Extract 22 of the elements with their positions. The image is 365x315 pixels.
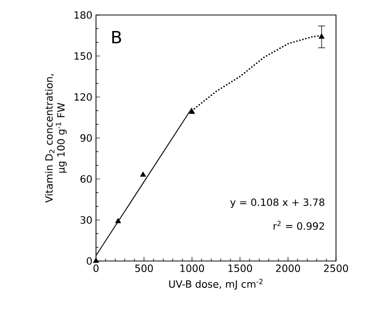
point: [93, 258, 99, 263]
annotation: B: [112, 30, 122, 44]
y-tick-label: 120: [74, 93, 92, 101]
point: [189, 108, 195, 114]
y-tick-label: 60: [80, 175, 92, 183]
point: [318, 33, 325, 39]
y-tick-label: 0: [86, 257, 92, 265]
x-tick-label: 1000: [180, 264, 204, 272]
y-tick-label: 90: [80, 134, 92, 142]
annotation: y = 0.108 x + 3.78: [230, 198, 324, 208]
y-tick-label: 30: [80, 216, 92, 224]
x-tick-label: 1500: [228, 264, 252, 272]
point: [115, 218, 122, 224]
annotation: r$^{2}$ = 0.992: [274, 220, 324, 230]
y-tick-label: 150: [74, 52, 92, 60]
x-tick-label: 2000: [276, 264, 300, 272]
x-tick-label: 2500: [324, 264, 348, 272]
x-axis-title: UV-B dose, mJ cm$^{-2}$: [169, 278, 262, 290]
y-tick-label: 180: [74, 11, 92, 19]
x-tick-label: 0: [93, 264, 99, 272]
x-tick-label: 500: [135, 264, 153, 272]
point: [140, 172, 146, 177]
